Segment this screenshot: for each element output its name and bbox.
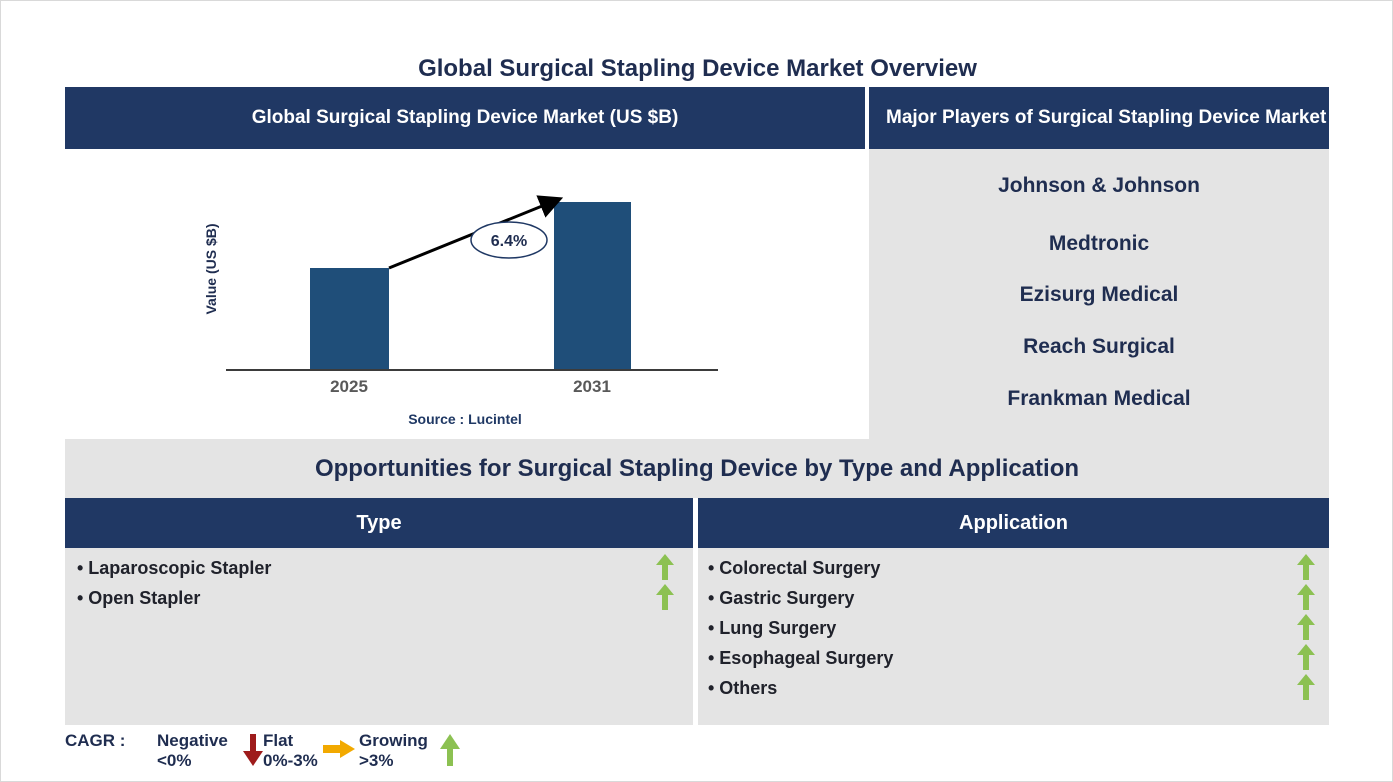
svg-text:6.4%: 6.4% [491, 233, 527, 250]
